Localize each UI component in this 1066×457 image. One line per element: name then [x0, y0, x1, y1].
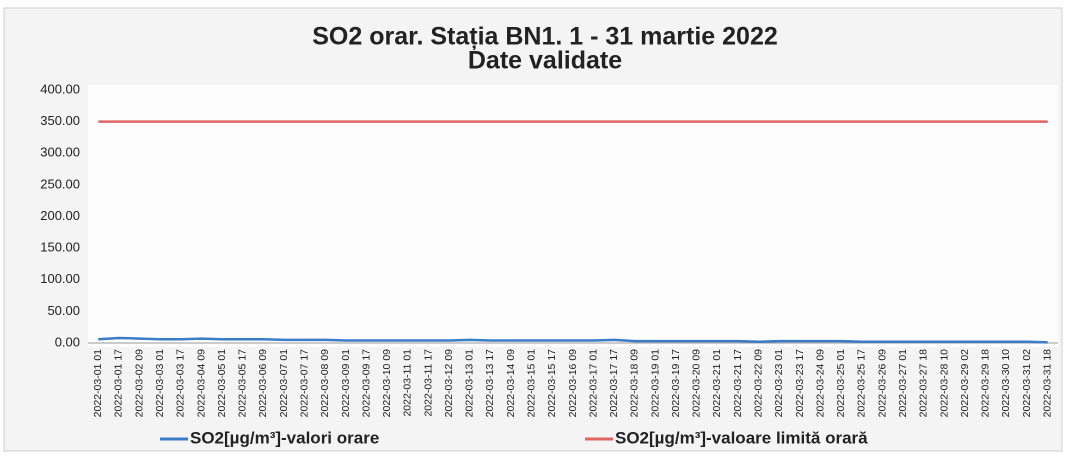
- x-tick-label: 2022-03-25 01: [835, 349, 847, 417]
- x-tick-label: 2022-03-05 01: [216, 349, 228, 417]
- x-tick-label: 2022-03-14 09: [505, 349, 517, 417]
- x-tick-label: 2022-03-17 01: [587, 349, 599, 417]
- chart-title: SO2 orar. Stația BN1. 1 - 31 martie 2022: [312, 23, 778, 51]
- y-tick-label: 250.00: [40, 176, 80, 191]
- y-tick-label: 350.00: [40, 113, 80, 128]
- x-tick-label: 2022-03-27 18: [918, 349, 930, 417]
- x-tick-label: 2022-03-31 18: [1041, 349, 1053, 417]
- x-tick-label: 2022-03-26 09: [876, 349, 888, 417]
- x-tick-label: 2022-03-30 10: [1000, 349, 1012, 417]
- x-tick-label: 2022-03-29 02: [959, 349, 971, 417]
- x-tick-label: 2022-03-12 09: [443, 349, 455, 417]
- x-tick-label: 2022-03-19 17: [670, 349, 682, 417]
- y-tick-label: 150.00: [40, 240, 80, 255]
- x-tick-label: 2022-03-25 17: [856, 349, 868, 417]
- x-tick-label: 2022-03-13 17: [484, 349, 496, 417]
- plot-area: [88, 85, 1058, 347]
- x-tick-label: 2022-03-01 17: [113, 349, 125, 417]
- x-tick-label: 2022-03-05 17: [237, 349, 249, 417]
- x-tick-label: 2022-03-27 01: [897, 349, 909, 417]
- y-tick-label: 200.00: [40, 208, 80, 223]
- x-tick-label: 2022-03-22 09: [753, 349, 765, 417]
- x-tick-label: 2022-03-17 17: [608, 349, 620, 417]
- x-tick-label: 2022-03-23 01: [773, 349, 785, 417]
- y-tick-label: 300.00: [40, 145, 80, 160]
- x-tick-label: 2022-03-31 02: [1021, 349, 1033, 417]
- y-tick-label: 100.00: [40, 271, 80, 286]
- x-tick-label: 2022-03-21 01: [711, 349, 723, 417]
- x-tick-label: 2022-03-16 09: [567, 349, 579, 417]
- x-tick-label: 2022-03-07 01: [278, 349, 290, 417]
- x-tick-label: 2022-03-11 17: [422, 349, 434, 417]
- x-tick-label: 2022-03-06 09: [257, 349, 269, 417]
- x-tick-label: 2022-03-09 01: [340, 349, 352, 417]
- chart-subtitle: Date validate: [468, 47, 622, 75]
- x-tick-label: 2022-03-02 09: [133, 349, 145, 417]
- x-tick-label: 2022-03-28 10: [938, 349, 950, 417]
- x-tick-label: 2022-03-19 01: [649, 349, 661, 417]
- x-tick-label: 2022-03-09 17: [360, 349, 372, 417]
- x-tick-label: 2022-03-15 01: [526, 349, 538, 417]
- y-tick-label: 50.00: [47, 303, 80, 318]
- legend-label: SO2[µg/m³]-valoare limită orară: [615, 428, 868, 447]
- x-tick-label: 2022-03-23 17: [794, 349, 806, 417]
- x-tick-label: 2022-03-24 09: [814, 349, 826, 417]
- x-tick-label: 2022-03-08 09: [319, 349, 331, 417]
- x-tick-label: 2022-03-11 01: [402, 349, 414, 417]
- x-tick-label: 2022-03-29 18: [980, 349, 992, 417]
- y-tick-label: 0.00: [55, 334, 80, 349]
- x-tick-label: 2022-03-20 09: [691, 349, 703, 417]
- x-tick-label: 2022-03-01 01: [92, 349, 104, 417]
- x-tick-label: 2022-03-15 17: [546, 349, 558, 417]
- x-tick-label: 2022-03-07 17: [298, 349, 310, 417]
- x-tick-label: 2022-03-03 17: [175, 349, 187, 417]
- legend-label: SO2[µg/m³]-valori orare: [190, 428, 379, 447]
- x-tick-label: 2022-03-04 09: [195, 349, 207, 417]
- x-tick-label: 2022-03-13 01: [464, 349, 476, 417]
- x-tick-label: 2022-03-18 09: [629, 349, 641, 417]
- x-tick-label: 2022-03-10 09: [381, 349, 393, 417]
- y-tick-label: 400.00: [40, 81, 80, 96]
- series-line: [98, 336, 1048, 344]
- x-tick-label: 2022-03-21 17: [732, 349, 744, 417]
- x-tick-label: 2022-03-03 01: [154, 349, 166, 417]
